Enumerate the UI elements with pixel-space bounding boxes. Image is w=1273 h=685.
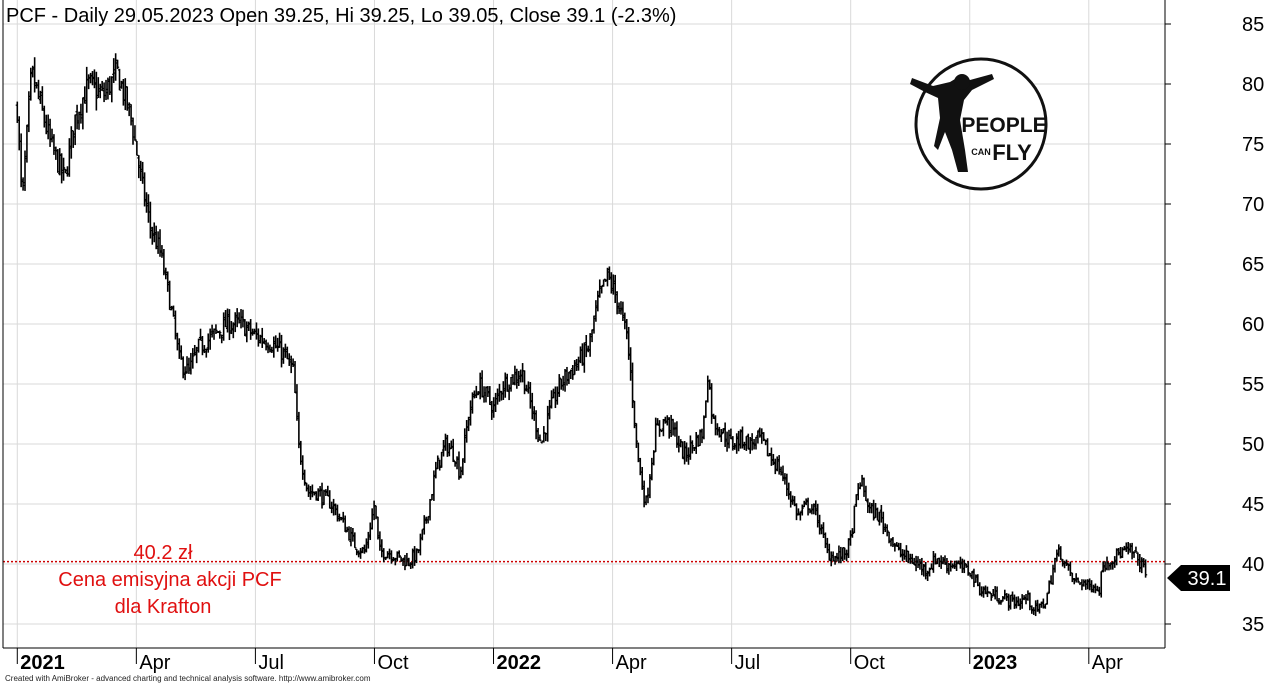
x-tick-label: Apr	[139, 652, 170, 674]
logo-text-people: PEOPLE	[961, 114, 1046, 137]
x-tick-label: Jul	[735, 652, 761, 674]
chart-title: PCF - Daily 29.05.2023 Open 39.25, Hi 39…	[6, 5, 676, 27]
y-tick-label: 50	[1242, 434, 1264, 456]
x-tick-label: Apr	[1092, 652, 1123, 674]
reference-description-line2: dla Krafton	[115, 596, 212, 618]
y-tick-label: 40	[1242, 554, 1264, 576]
footer-credit: Created with AmiBroker - advanced charti…	[5, 674, 371, 683]
price-bars	[15, 53, 1148, 617]
y-tick-label: 65	[1242, 254, 1264, 276]
y-axis: 35 40 45 50 55 60 65 70 75 80 85	[1165, 14, 1264, 636]
last-price-value: 39.1	[1188, 568, 1227, 590]
y-tick-label: 55	[1242, 374, 1264, 396]
y-tick-label: 35	[1242, 614, 1264, 636]
x-tick-label: Jul	[258, 652, 284, 674]
y-tick-label: 75	[1242, 134, 1264, 156]
x-tick-label: 2022	[497, 652, 541, 674]
x-tick-label: 2021	[20, 652, 64, 674]
flying-figure-icon	[910, 74, 994, 172]
reference-price-label: 40.2 zł	[134, 542, 193, 564]
last-price-marker: 39.1	[1167, 565, 1230, 591]
logo-text-can: CAN	[971, 147, 991, 157]
y-tick-label: 80	[1242, 74, 1264, 96]
people-can-fly-logo: PEOPLE CAN FLY	[910, 57, 1048, 191]
y-tick-label: 85	[1242, 14, 1264, 36]
x-tick-label: Oct	[854, 652, 886, 674]
x-axis: 2021 Apr Jul Oct 2022 Apr Jul Oct 2023 Apr	[16, 648, 1123, 674]
x-tick-label: Apr	[616, 652, 647, 674]
x-tick-label: 2023	[973, 652, 1018, 674]
last-price-tag	[1167, 565, 1230, 591]
logo-text-fly: FLY	[992, 140, 1032, 165]
y-tick-label: 45	[1242, 494, 1264, 516]
y-tick-label: 60	[1242, 314, 1264, 336]
reference-description-line1: Cena emisyjna akcji PCF	[58, 569, 281, 591]
x-tick-label: Oct	[377, 652, 409, 674]
y-tick-label: 70	[1242, 194, 1264, 216]
